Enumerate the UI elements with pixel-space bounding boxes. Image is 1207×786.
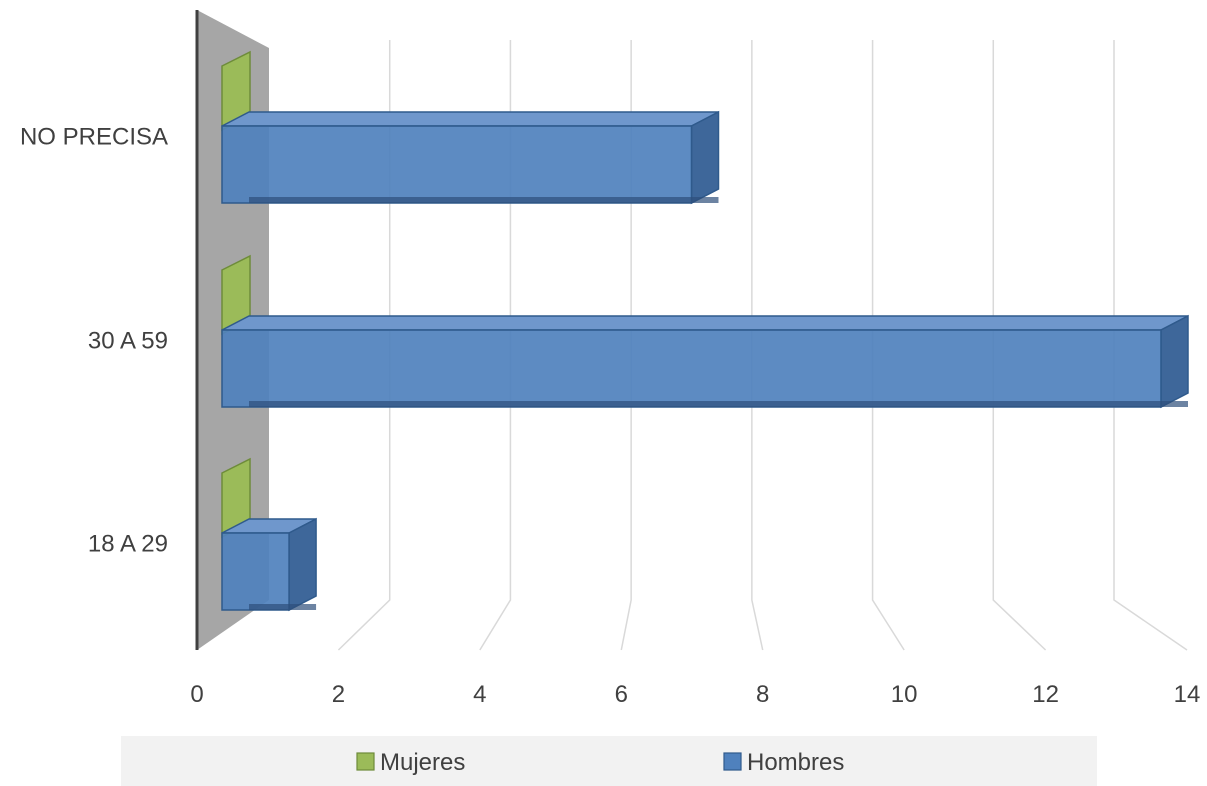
x-tick-label: 2 bbox=[332, 681, 345, 708]
bar-hombres-bottom-edge bbox=[249, 604, 317, 610]
legend-swatch bbox=[356, 752, 375, 771]
x-tick-labels: 0 2 4 6 8 10 12 14 bbox=[190, 681, 1200, 708]
legend: Mujeres Hombres bbox=[121, 736, 1097, 786]
bar-hombres-side bbox=[1160, 314, 1189, 409]
gridline bbox=[1113, 40, 1188, 651]
category-labels: 18 A 29 30 A 59 NO PRECISA bbox=[20, 124, 168, 558]
bar-hombres-bottom-edge bbox=[249, 401, 1188, 407]
x-tick-label: 4 bbox=[473, 681, 486, 708]
x-tick-label: 0 bbox=[190, 681, 203, 708]
x-tick-label: 8 bbox=[756, 681, 769, 708]
legend-label: Hombres bbox=[747, 749, 844, 776]
gridline bbox=[337, 40, 391, 651]
bars bbox=[221, 50, 1189, 612]
bar-hombres bbox=[221, 125, 693, 204]
bar-hombres-top bbox=[221, 315, 1189, 331]
legend-label: Mujeres bbox=[380, 749, 465, 776]
x-tick-label: 6 bbox=[615, 681, 628, 708]
gridline bbox=[992, 40, 1047, 651]
x-tick-label: 10 bbox=[891, 681, 918, 708]
gridline bbox=[479, 40, 512, 651]
bar-hombres-top bbox=[221, 111, 719, 127]
gridline bbox=[751, 40, 764, 651]
category-label: 18 A 29 bbox=[88, 531, 168, 558]
category-label: 30 A 59 bbox=[88, 328, 168, 355]
gridlines bbox=[337, 40, 1188, 651]
category-label: NO PRECISA bbox=[20, 124, 168, 151]
legend-swatch bbox=[723, 752, 742, 771]
x-tick-label: 12 bbox=[1032, 681, 1059, 708]
bar-hombres-side bbox=[288, 517, 317, 612]
bar-hombres-bottom-edge bbox=[249, 197, 719, 203]
gridline bbox=[871, 40, 905, 651]
bar-hombres bbox=[221, 329, 1162, 408]
bar-hombres bbox=[221, 532, 290, 611]
x-tick-label: 14 bbox=[1174, 681, 1201, 708]
bar-hombres-side bbox=[690, 110, 720, 205]
gridline bbox=[620, 40, 632, 651]
legend-box bbox=[121, 736, 1097, 786]
